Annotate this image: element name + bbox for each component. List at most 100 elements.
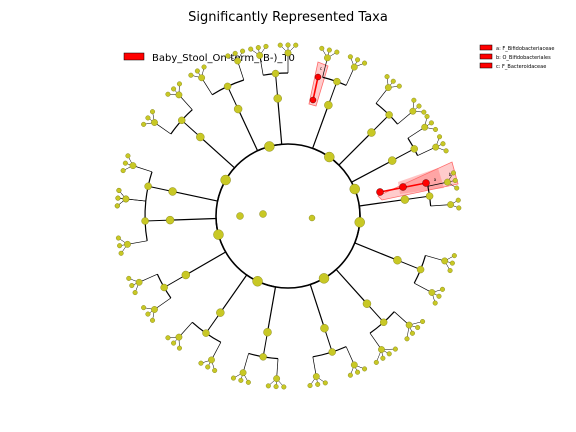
phylum-spoke-5: [269, 146, 288, 216]
family-node: [350, 63, 358, 71]
phylum-spoke-0: [288, 216, 360, 222]
phylum-spoke-3: [218, 216, 288, 235]
key-legend-label-a: a: F_Bifidobacteriaceae: [496, 46, 554, 52]
leaf-node: [415, 325, 421, 331]
leaf-node: [432, 126, 438, 132]
leaf-node: [421, 109, 427, 115]
leaf-node: [263, 43, 269, 49]
family-node: [284, 49, 292, 57]
leaf-node: [347, 372, 353, 378]
class-branch-3-1: [170, 217, 217, 221]
highlight-label-a: a: [434, 177, 437, 182]
class-branch-4-0: [172, 190, 218, 202]
sig-branch-c: [312, 76, 319, 101]
leaf-node: [225, 53, 231, 59]
leaf-node: [120, 168, 126, 174]
order-node: [333, 77, 341, 86]
family-node: [175, 91, 183, 99]
leaf-node: [126, 275, 132, 281]
class-node: [362, 299, 372, 308]
family-node: [256, 52, 264, 59]
family-node: [312, 373, 320, 380]
class-node: [181, 270, 191, 280]
leaf-node: [115, 195, 121, 201]
leaf-node: [456, 205, 462, 211]
leaf-node: [416, 103, 422, 109]
leaf-node: [114, 203, 120, 209]
class-node: [324, 100, 333, 110]
leaf-node: [362, 60, 368, 66]
family-node: [441, 257, 449, 265]
family-node: [208, 356, 215, 364]
class-branch-6-1: [338, 132, 372, 166]
leaf-node: [440, 141, 446, 147]
family-node: [405, 321, 413, 329]
key-legend-swatch-c: [479, 62, 493, 69]
leaf-node: [454, 185, 460, 191]
leaf-node: [255, 45, 261, 51]
leaf-node: [171, 340, 177, 346]
leaf-node: [141, 121, 147, 127]
leaf-node: [390, 78, 396, 84]
order-node: [259, 353, 267, 361]
leaf-node: [201, 64, 207, 70]
leaf-node: [118, 250, 124, 256]
leaf-node: [248, 46, 254, 52]
leaf-node: [245, 379, 251, 385]
phylum-node: [220, 174, 231, 186]
leaf-node: [293, 42, 299, 48]
class-node: [393, 256, 402, 265]
phylum-node: [324, 151, 335, 163]
family-node: [444, 178, 451, 186]
order-node: [328, 348, 336, 356]
leaf-node: [194, 68, 200, 74]
leaf-node: [141, 305, 147, 311]
root-node-right: [308, 214, 316, 222]
leaf-node: [396, 83, 402, 89]
family-node: [273, 375, 281, 383]
family-node: [124, 240, 131, 248]
leaf-node: [176, 81, 182, 87]
class-branch-1-0: [335, 269, 368, 305]
class-node: [168, 187, 177, 196]
leaf-node: [238, 377, 244, 383]
leaf-node: [447, 268, 453, 274]
leaf-node: [392, 346, 398, 352]
leaf-node: [450, 170, 456, 176]
leaf-node: [424, 113, 430, 119]
leaf-node: [452, 177, 458, 183]
leaf-node: [319, 45, 325, 51]
leaf-node: [198, 360, 204, 366]
root-node-inner: [259, 210, 267, 218]
family-node: [409, 107, 417, 115]
leaf-node: [117, 243, 123, 249]
family-node: [234, 57, 242, 65]
leaf-node: [432, 300, 438, 306]
class-branch-5-0: [237, 108, 259, 151]
key-legend-swatch-b: [479, 53, 493, 60]
order-node: [144, 182, 152, 190]
family-node: [378, 346, 385, 353]
leaf-node: [116, 187, 122, 193]
leaf-node: [384, 74, 390, 80]
nodes: [114, 42, 462, 390]
class-node: [400, 195, 410, 204]
class-node: [216, 308, 225, 317]
class-branch-0-1: [354, 242, 398, 261]
phylum-node: [252, 276, 263, 287]
order-node: [385, 111, 393, 119]
order-node: [178, 116, 186, 125]
leaf-node: [122, 160, 128, 166]
class-branch-2-1: [219, 274, 248, 314]
class-branch-3-0: [185, 251, 226, 276]
leaf-node: [347, 54, 353, 60]
phylum-spoke-6: [288, 157, 329, 216]
leaf-node: [150, 109, 156, 115]
leaf-node: [150, 317, 156, 323]
leaf-node: [362, 366, 368, 372]
leaf-node: [176, 345, 182, 351]
family-node: [198, 74, 206, 82]
leaf-node: [171, 86, 177, 92]
order-node: [425, 192, 434, 200]
class-branch-6-0: [312, 104, 329, 149]
